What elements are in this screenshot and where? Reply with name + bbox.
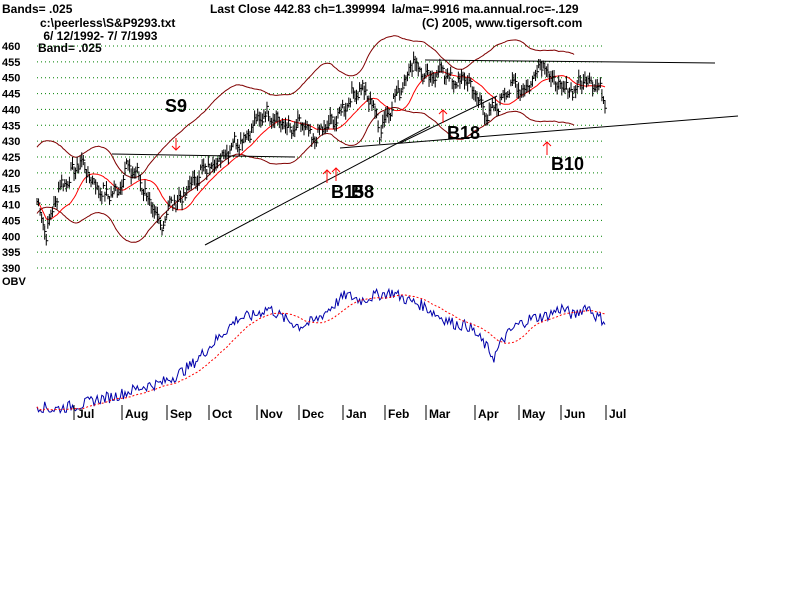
obv-layer	[36, 287, 606, 415]
trendline-support	[204, 125, 431, 246]
bands-layer	[36, 35, 606, 243]
month-label: Jan	[346, 407, 367, 421]
y-axis-ticks: 460 455 450 445 440 435 430 425 420 415 410 405 400 3…	[2, 41, 20, 275]
lower-band	[36, 107, 575, 243]
y-tick-label: 455	[2, 57, 20, 69]
month-label: May	[522, 407, 546, 421]
header-copyright: (C) 2005, www.tigersoft.com	[422, 16, 583, 30]
signal-labels: S9 B15 B8 B18 B10	[165, 96, 584, 202]
trendline-top	[424, 59, 716, 64]
arrow-buy-b18	[438, 109, 448, 123]
y-tick-label: 430	[2, 136, 20, 148]
y-tick-label: 400	[2, 231, 20, 243]
signal-arrows	[171, 109, 552, 183]
obv-line	[36, 287, 606, 415]
grid-lines	[37, 45, 605, 269]
arrow-sell-s9	[171, 138, 181, 151]
arrow-buy-b15	[322, 169, 332, 183]
y-tick-label: 450	[2, 73, 20, 85]
month-label: Nov	[260, 407, 283, 421]
y-tick-label: 440	[2, 104, 20, 116]
header-bands: Bands= .025	[2, 2, 73, 16]
header-band: Band= .025	[38, 41, 102, 55]
month-label: Sep	[170, 407, 192, 421]
header-dates: 6/ 12/1992- 7/ 7/1993	[40, 29, 158, 43]
y-tick-label: 435	[2, 120, 20, 132]
y-tick-label: 395	[2, 247, 20, 259]
trendline-neckline	[339, 115, 739, 149]
obv-label: OBV	[2, 276, 27, 288]
header-last-close: Last Close 442.83 ch=1.399994 la/ma=.991…	[210, 2, 579, 16]
y-tick-label: 390	[2, 263, 20, 275]
month-label: Apr	[478, 407, 499, 421]
x-axis-months: Jul Aug Sep Oct Nov Dec Jan Feb Mar Apr May Jun Jul	[73, 405, 626, 421]
month-label: Oct	[212, 407, 232, 421]
trendline-rising	[399, 95, 498, 144]
y-tick-label: 425	[2, 152, 20, 164]
month-label: Jun	[564, 407, 585, 421]
y-tick-label: 410	[2, 200, 20, 212]
price-bars	[36, 51, 607, 246]
y-tick-label: 415	[2, 184, 20, 196]
label-b18: B18	[447, 123, 480, 143]
label-b15: B15	[331, 182, 364, 202]
y-tick-label: 460	[2, 41, 20, 53]
arrow-buy-b10	[542, 141, 552, 155]
header-file: c:\peerless\S&P9293.txt	[40, 16, 176, 30]
month-label: Dec	[302, 407, 324, 421]
obv-ma-line	[36, 294, 606, 412]
month-label: Jul	[77, 407, 94, 421]
label-s9: S9	[165, 96, 187, 116]
month-label: Feb	[388, 407, 409, 421]
y-tick-label: 445	[2, 89, 20, 101]
y-tick-label: 405	[2, 215, 20, 227]
label-b8: B8	[351, 182, 374, 202]
label-b10: B10	[551, 154, 584, 174]
upper-band	[36, 35, 575, 178]
month-label: Mar	[429, 407, 451, 421]
month-label: Aug	[125, 407, 148, 421]
trendline-upper-left	[111, 153, 296, 158]
trendlines	[111, 59, 739, 246]
month-label: Jul	[609, 407, 626, 421]
y-tick-label: 420	[2, 168, 20, 180]
arrow-buy-b8	[331, 167, 341, 181]
